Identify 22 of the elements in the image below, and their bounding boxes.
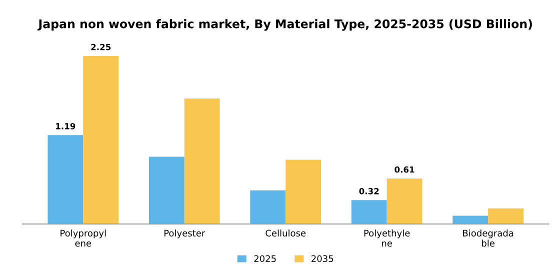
x-tick-label: Cellulose bbox=[266, 230, 306, 237]
x-tick-label: Polyester bbox=[164, 230, 206, 238]
data-label: 0.32 bbox=[359, 188, 379, 194]
bar bbox=[48, 135, 84, 224]
bar bbox=[488, 208, 524, 224]
legend-label: 2025 bbox=[254, 255, 276, 262]
bar bbox=[351, 200, 387, 224]
bar bbox=[250, 190, 286, 224]
x-tick-label: Polypropyl ene bbox=[60, 230, 106, 247]
data-label: 2.25 bbox=[91, 44, 111, 50]
data-label: 0.61 bbox=[394, 166, 414, 173]
chart-title: Japan non woven fabric market, By Material Type, 2025-2035 (USD Billion) bbox=[38, 19, 532, 31]
bar bbox=[286, 160, 322, 224]
bar bbox=[386, 178, 422, 224]
bar bbox=[184, 98, 220, 224]
bar bbox=[83, 56, 119, 224]
x-tick-label: Biodegrada ble bbox=[463, 230, 514, 247]
x-tick-label: Polyethyle ne bbox=[364, 230, 410, 247]
legend-label: 2035 bbox=[312, 255, 334, 262]
data-label: 1.19 bbox=[56, 123, 76, 130]
bar bbox=[148, 156, 184, 224]
bar bbox=[452, 216, 488, 224]
